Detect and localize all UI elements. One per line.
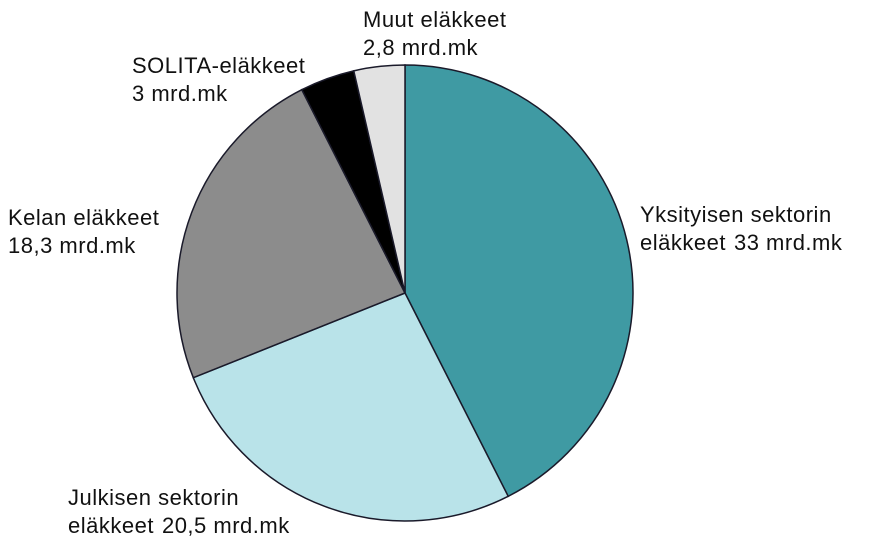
pie-slice: [404, 64, 634, 498]
value-label: 2,8 mrd.mk: [363, 35, 479, 60]
slice-label: Muut eläkkeet: [363, 7, 506, 32]
pie-slice: [176, 88, 407, 379]
label-line: eläkkeet: [68, 513, 154, 538]
pie-slice: [192, 292, 510, 522]
value-label: 3 mrd.mk: [132, 81, 228, 106]
value-label: 33 mrd.mk: [734, 230, 843, 255]
slice-label: Julkisen sektorin eläkkeet: [68, 485, 246, 538]
label-line: eläkkeet: [640, 230, 726, 255]
slice-label: Kelan eläkkeet: [8, 205, 159, 230]
slice-label: SOLITA-eläkkeet: [132, 53, 305, 78]
slice-label: Yksityisen sektorin eläkkeet: [640, 202, 838, 255]
label-line: Yksityisen sektorin: [640, 202, 838, 227]
value-label: 20,5 mrd.mk: [162, 513, 290, 538]
value-label: 18,3 mrd.mk: [8, 233, 136, 258]
label-line: Julkisen sektorin: [68, 485, 246, 510]
pie-slice: [352, 64, 406, 294]
